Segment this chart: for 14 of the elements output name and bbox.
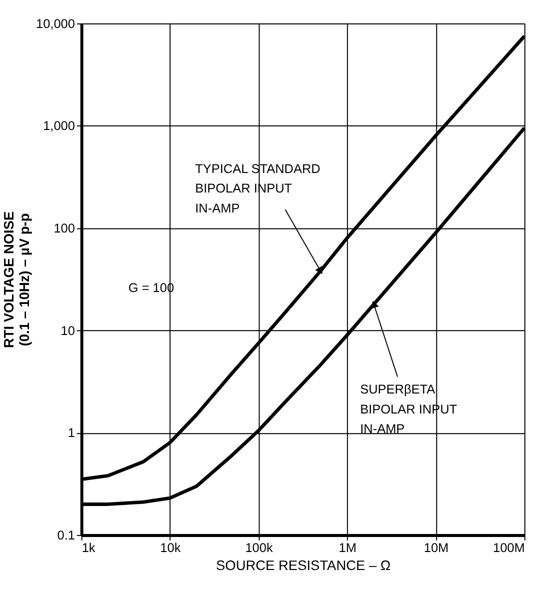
y-tick-label: 1 [68, 425, 75, 440]
y-tick-label: 0.1 [57, 527, 75, 542]
x-tick-label: 100M [492, 540, 525, 556]
x-tick-label: 1k [82, 540, 96, 556]
y-tick-label: 10,000 [36, 16, 75, 31]
x-tick-label: 10M [424, 540, 449, 556]
y-tick-label: 1,000 [43, 118, 75, 134]
y-tick-label: 10 [60, 322, 75, 338]
x-tick-label: 10k [160, 540, 182, 556]
y-tick-label: 100 [54, 220, 75, 236]
y-axis-title: RTI VOLTAGE NOISE (0.1 – 10Hz) – µV p-p [1, 211, 32, 348]
x-tick-label: 1M [338, 540, 356, 556]
x-tick-label: 100k [245, 540, 274, 556]
x-axis-title: SOURCE RESISTANCE – Ω [216, 558, 391, 573]
